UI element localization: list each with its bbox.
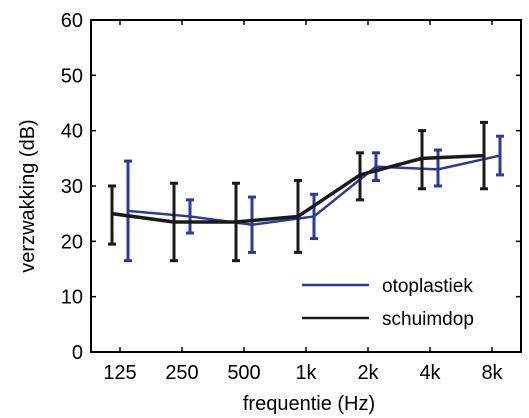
- x-tick-label: 500: [227, 362, 260, 384]
- y-tick-label: 50: [61, 65, 83, 87]
- x-tick-labels: 125 250 500 1k 2k 4k 8k: [103, 362, 503, 384]
- y-tick-label: 10: [61, 287, 83, 309]
- axes: [90, 19, 522, 353]
- data-point: [436, 167, 440, 171]
- x-tick-label: 125: [103, 362, 136, 384]
- x-tick-label: 250: [165, 362, 198, 384]
- data-point: [312, 214, 316, 218]
- data-point: [126, 209, 130, 213]
- data-point: [374, 165, 378, 169]
- plot-frame: [90, 19, 522, 353]
- y-axis-title: verzwakking (dB): [17, 119, 39, 272]
- x-tick-label: 8k: [481, 362, 503, 384]
- data-point: [250, 223, 254, 227]
- data-point: [420, 156, 424, 160]
- x-tick-label: 4k: [419, 362, 441, 384]
- data-point: [188, 214, 192, 218]
- data-point: [482, 154, 486, 158]
- y-tick-label: 60: [61, 10, 83, 32]
- data-point: [358, 173, 362, 177]
- y-tick-label: 40: [61, 121, 83, 143]
- data-point: [296, 214, 300, 218]
- y-tick-label: 20: [61, 231, 83, 253]
- x-tick-label: 1k: [295, 362, 317, 384]
- legend-label-schuimdop: schuimdop: [382, 309, 474, 330]
- legend: otoplastiek schuimdop: [302, 276, 474, 330]
- x-tick-label: 2k: [357, 362, 379, 384]
- data-point: [110, 212, 114, 216]
- data-point: [234, 220, 238, 224]
- series-layer: [108, 120, 504, 263]
- data-point: [172, 220, 176, 224]
- y-tick-labels: 0 10 20 30 40 50 60: [61, 10, 83, 364]
- x-axis-title: frequentie (Hz): [243, 393, 375, 415]
- y-tick-label: 30: [61, 176, 83, 198]
- legend-label-otoplastiek: otoplastiek: [382, 276, 473, 297]
- y-tick-label: 0: [72, 342, 83, 364]
- data-point: [498, 154, 502, 158]
- series-schuimdop: [108, 120, 488, 263]
- series-otoplastiek: [124, 134, 504, 263]
